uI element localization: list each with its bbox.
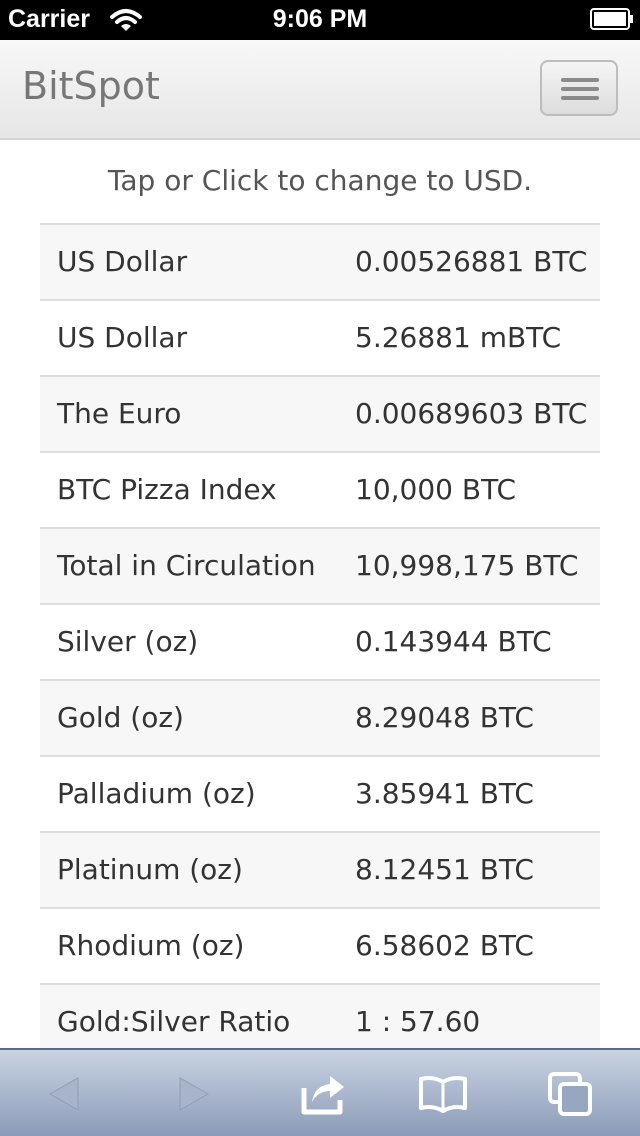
bookmarks-icon[interactable] xyxy=(418,1070,468,1118)
pages-icon[interactable] xyxy=(546,1070,596,1118)
row-value: 0.143944 BTC xyxy=(355,625,552,658)
hamburger-icon-bar xyxy=(561,87,599,91)
row-label: US Dollar xyxy=(57,245,188,278)
forward-icon[interactable] xyxy=(168,1070,218,1118)
main-content: Tap or Click to change to USD. US Dollar… xyxy=(0,140,640,1048)
hamburger-icon-bar xyxy=(561,96,599,100)
row-value: 3.85941 BTC xyxy=(355,777,534,810)
rates-table: US Dollar 0.00526881 BTC US Dollar 5.268… xyxy=(40,223,600,1048)
row-label: Palladium (oz) xyxy=(57,777,256,810)
battery-icon xyxy=(590,8,633,30)
table-row[interactable]: Gold (oz) 8.29048 BTC xyxy=(40,681,600,757)
table-row[interactable]: Silver (oz) 0.143944 BTC xyxy=(40,605,600,681)
browser-toolbar xyxy=(0,1048,640,1136)
row-label: BTC Pizza Index xyxy=(57,473,277,506)
row-label: The Euro xyxy=(57,397,182,430)
row-label: Total in Circulation xyxy=(57,549,316,582)
table-row[interactable]: Total in Circulation 10,998,175 BTC xyxy=(40,529,600,605)
row-value: 0.00526881 BTC xyxy=(355,245,588,278)
table-row[interactable]: Rhodium (oz) 6.58602 BTC xyxy=(40,909,600,985)
row-label: Silver (oz) xyxy=(57,625,199,658)
row-value: 6.58602 BTC xyxy=(355,929,534,962)
status-time: 9:06 PM xyxy=(272,5,368,33)
currency-toggle-hint[interactable]: Tap or Click to change to USD. xyxy=(107,164,533,197)
navbar: BitSpot xyxy=(0,40,640,140)
menu-toggle-button[interactable] xyxy=(540,60,618,116)
table-row[interactable]: Gold:Silver Ratio 1 : 57.60 xyxy=(40,985,600,1048)
row-value: 10,000 BTC xyxy=(355,473,517,506)
table-row[interactable]: Platinum (oz) 8.12451 BTC xyxy=(40,833,600,909)
row-value: 5.26881 mBTC xyxy=(355,321,562,354)
row-label: Gold (oz) xyxy=(57,701,184,734)
brand-link[interactable]: BitSpot xyxy=(22,64,160,108)
status-bar: Carrier 9:06 PM xyxy=(0,0,640,40)
row-value: 10,998,175 BTC xyxy=(355,549,579,582)
table-row[interactable]: Palladium (oz) 3.85941 BTC xyxy=(40,757,600,833)
row-value: 8.29048 BTC xyxy=(355,701,534,734)
row-label: US Dollar xyxy=(57,321,188,354)
row-label: Rhodium (oz) xyxy=(57,929,245,962)
row-value: 1 : 57.60 xyxy=(355,1005,481,1038)
table-row[interactable]: US Dollar 0.00526881 BTC xyxy=(40,225,600,301)
table-row[interactable]: US Dollar 5.26881 mBTC xyxy=(40,301,600,377)
back-icon[interactable] xyxy=(40,1070,90,1118)
carrier-label: Carrier xyxy=(8,5,90,33)
row-value: 0.00689603 BTC xyxy=(355,397,588,430)
row-label: Gold:Silver Ratio xyxy=(57,1005,291,1038)
row-value: 8.12451 BTC xyxy=(355,853,534,886)
hamburger-icon xyxy=(561,78,599,82)
table-row[interactable]: The Euro 0.00689603 BTC xyxy=(40,377,600,453)
table-row[interactable]: BTC Pizza Index 10,000 BTC xyxy=(40,453,600,529)
share-icon[interactable] xyxy=(298,1070,348,1118)
wifi-icon xyxy=(110,9,142,31)
row-label: Platinum (oz) xyxy=(57,853,243,886)
